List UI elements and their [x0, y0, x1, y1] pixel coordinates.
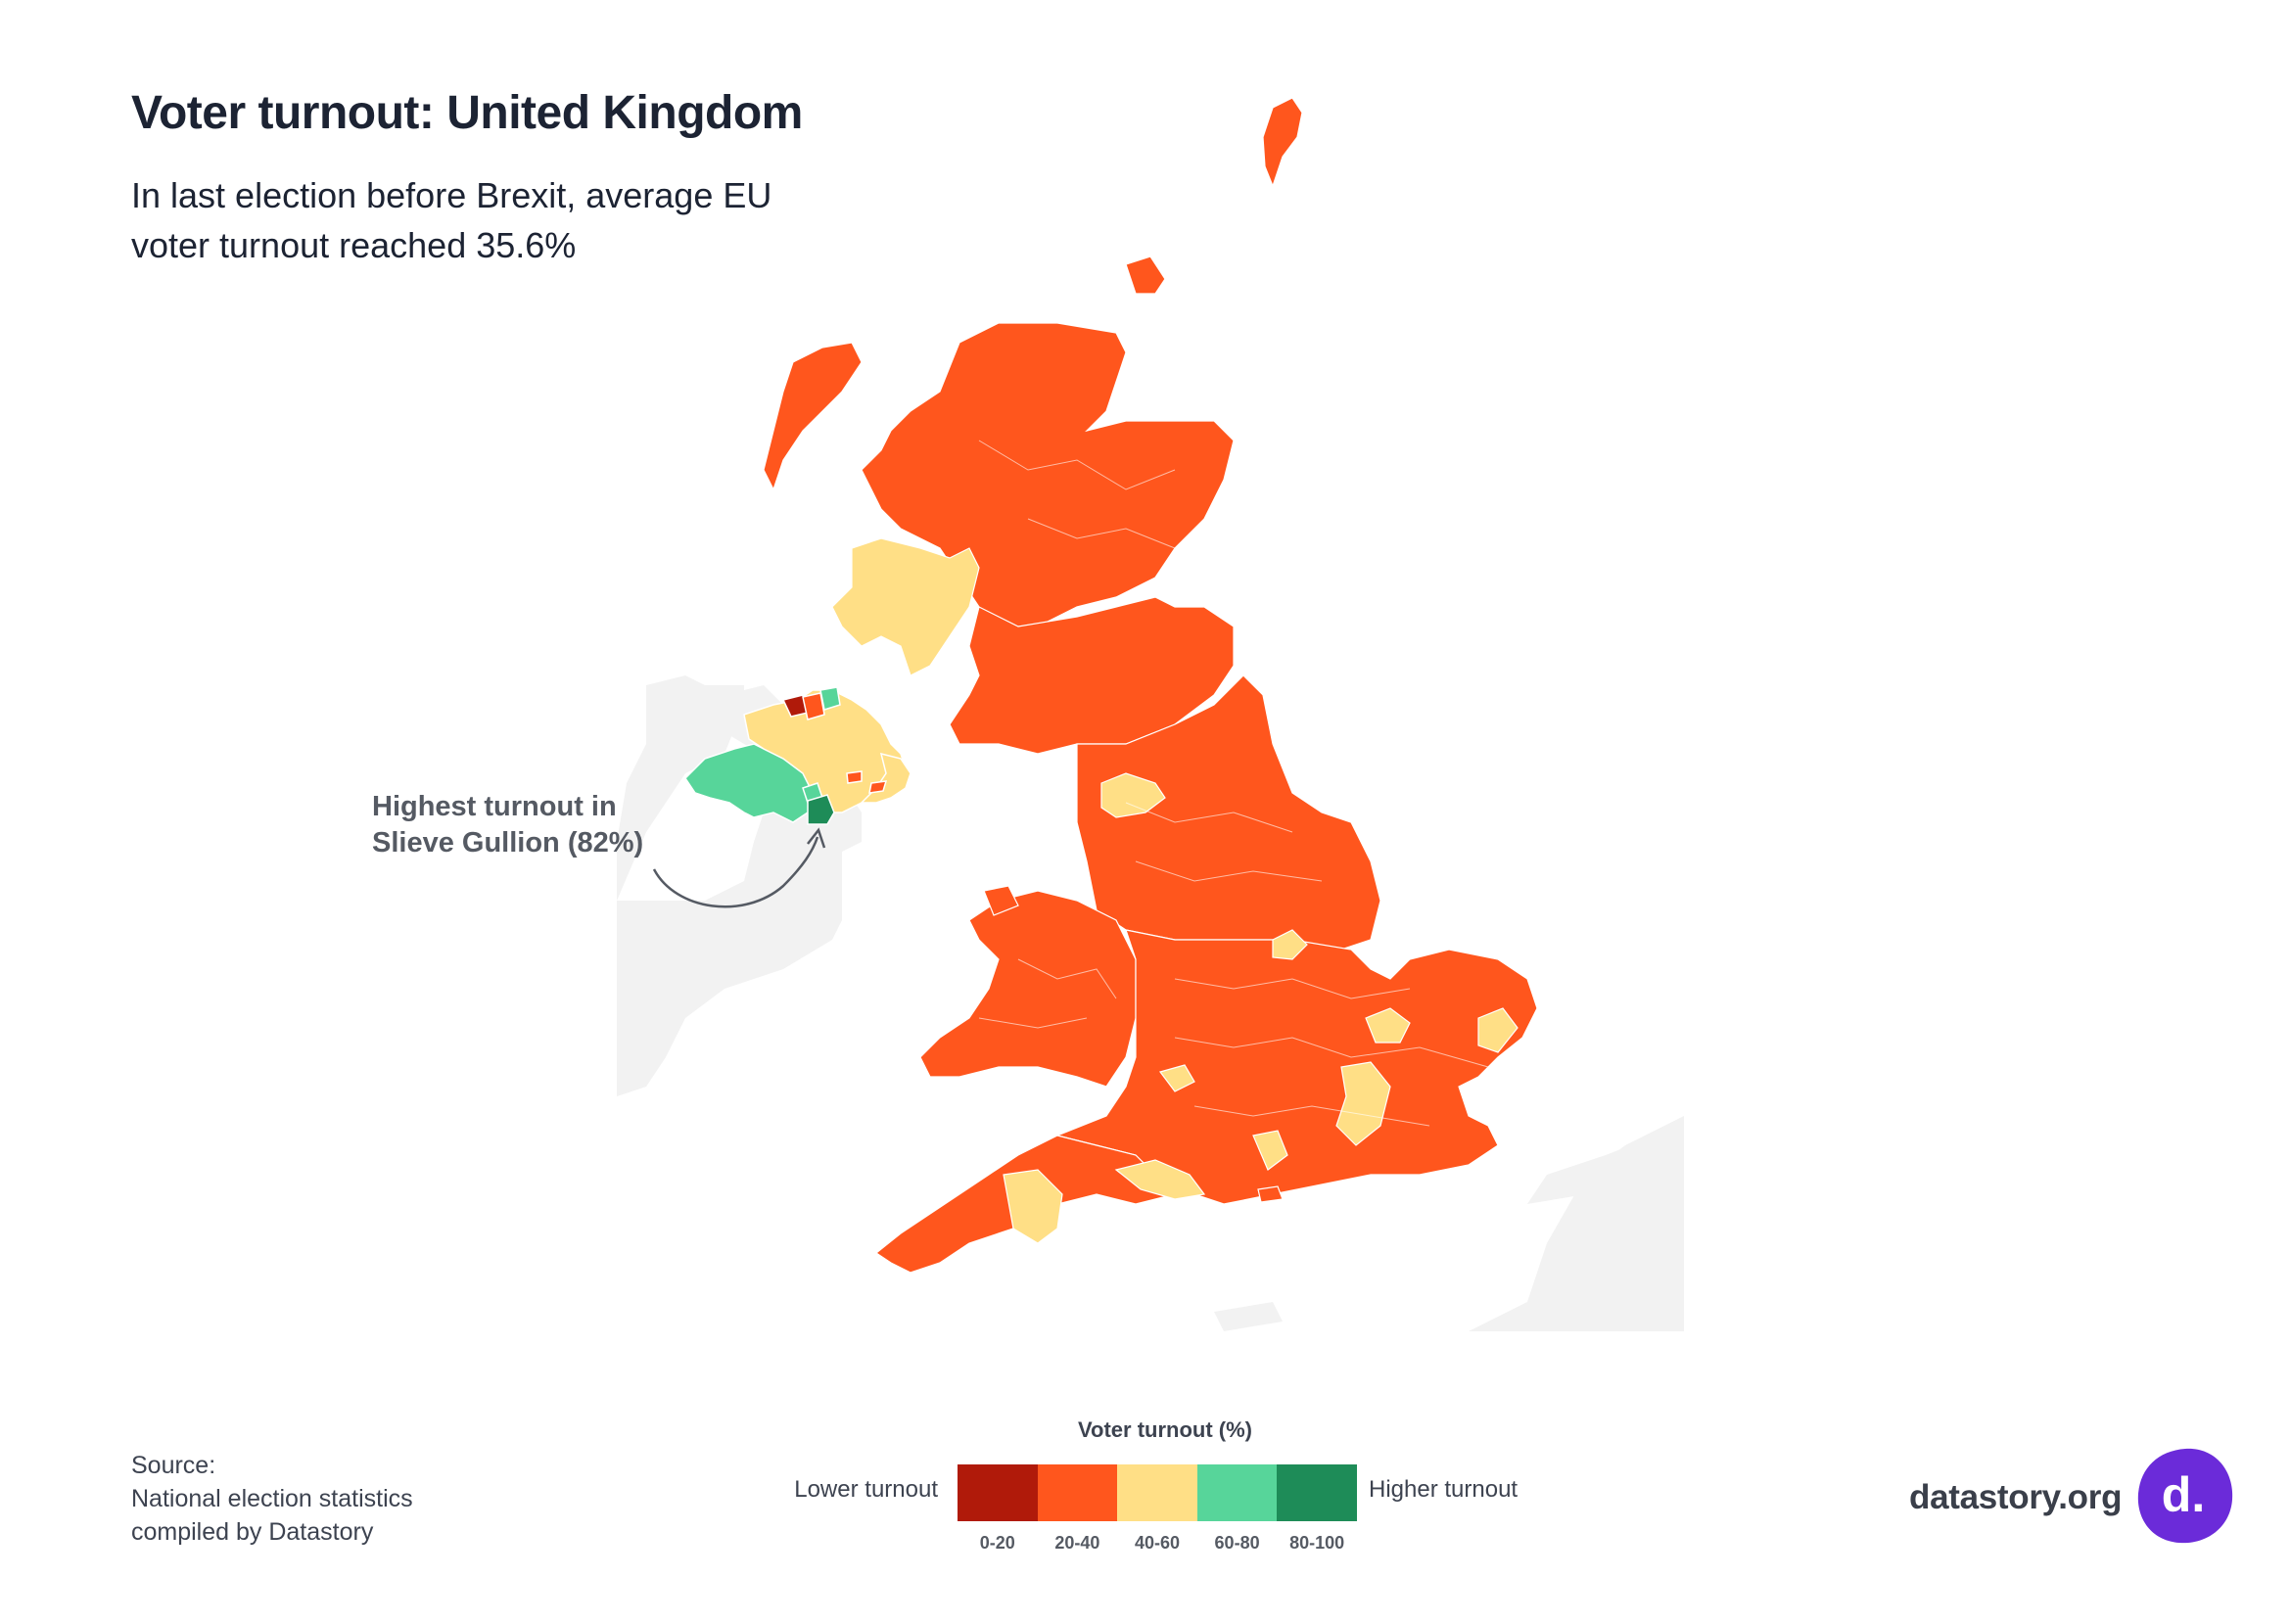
legend-swatch-20-40 — [1037, 1464, 1118, 1521]
annotation-arrow — [652, 836, 819, 908]
annotation-arrowhead — [807, 827, 826, 849]
orkney — [1125, 255, 1166, 295]
shetland — [1262, 97, 1303, 188]
ni-green-top — [819, 686, 841, 711]
legend-swatch-60-80 — [1196, 1464, 1278, 1521]
anglesey — [983, 885, 1019, 916]
legend-high-label: Higher turnout — [1369, 1476, 1519, 1503]
legend-tick-60-80: 60-80 — [1214, 1533, 1260, 1553]
source-note: Source: National election statistics com… — [131, 1449, 413, 1549]
chart-title: Voter turnout: United Kingdom — [131, 87, 803, 139]
cumbria-yellow — [1100, 772, 1166, 818]
legend-swatch-40-60 — [1117, 1464, 1197, 1521]
oxford-yellow — [1365, 1007, 1411, 1044]
legend-low-label: Lower turnout — [794, 1476, 938, 1503]
legend-tick-20-40: 20-40 — [1054, 1533, 1100, 1553]
datastory-logo-icon[interactable]: d. — [2134, 1445, 2236, 1547]
hebrides — [763, 342, 863, 491]
legend-tick-80-100: 80-100 — [1289, 1533, 1345, 1553]
cambridge-yellow — [1477, 1007, 1519, 1053]
slieve-gullion-annotation: Highest turnout in Slieve Gullion (82%) — [372, 789, 643, 861]
annotation-line-1: Highest turnout in — [372, 791, 617, 822]
annotation-line-2: Slieve Gullion (82%) — [372, 827, 644, 858]
midlands-yellow — [1272, 929, 1308, 960]
northern-england — [1076, 674, 1381, 951]
ni-red-2 — [802, 692, 825, 720]
logo-letter: d. — [2162, 1467, 2205, 1522]
hampshire-yellow — [1252, 1130, 1288, 1171]
legend-tick-40-60: 40-60 — [1134, 1533, 1180, 1553]
ni-red-4 — [868, 780, 888, 794]
wales — [919, 890, 1137, 1088]
source-line-3: compiled by Datastory — [131, 1518, 374, 1546]
devon-yellow — [1003, 1169, 1063, 1244]
legend-swatch-80-100 — [1277, 1464, 1357, 1521]
source-label: Source: — [131, 1452, 216, 1479]
dorset-yellow — [1114, 1159, 1206, 1200]
scotland-highlands — [861, 322, 1235, 627]
legend-tick-0-20: 0-20 — [979, 1533, 1015, 1553]
midlands-south — [1055, 929, 1538, 1205]
legend-title: Voter turnout (%) — [1077, 1417, 1252, 1442]
great-britain — [763, 97, 1538, 1274]
london-yellow — [1335, 1061, 1391, 1146]
legend-bar — [958, 1464, 1357, 1521]
argyll — [831, 537, 980, 676]
isle-of-wight — [1257, 1185, 1284, 1203]
ni-red-3 — [846, 770, 863, 784]
chart-subtitle: In last election before Brexit, average … — [131, 175, 772, 265]
slieve-gullion — [807, 794, 835, 825]
legend-swatch-0-20 — [958, 1464, 1038, 1521]
boundary-lines — [978, 440, 1489, 1127]
brand-name[interactable]: datastory.org — [1909, 1478, 2123, 1516]
source-line-2: National election statistics — [131, 1485, 413, 1512]
northern-ireland — [684, 686, 911, 825]
legend-ticks: 0-20 20-40 40-60 60-80 80-100 — [958, 1533, 1357, 1554]
bristol-yellow — [1158, 1064, 1195, 1092]
